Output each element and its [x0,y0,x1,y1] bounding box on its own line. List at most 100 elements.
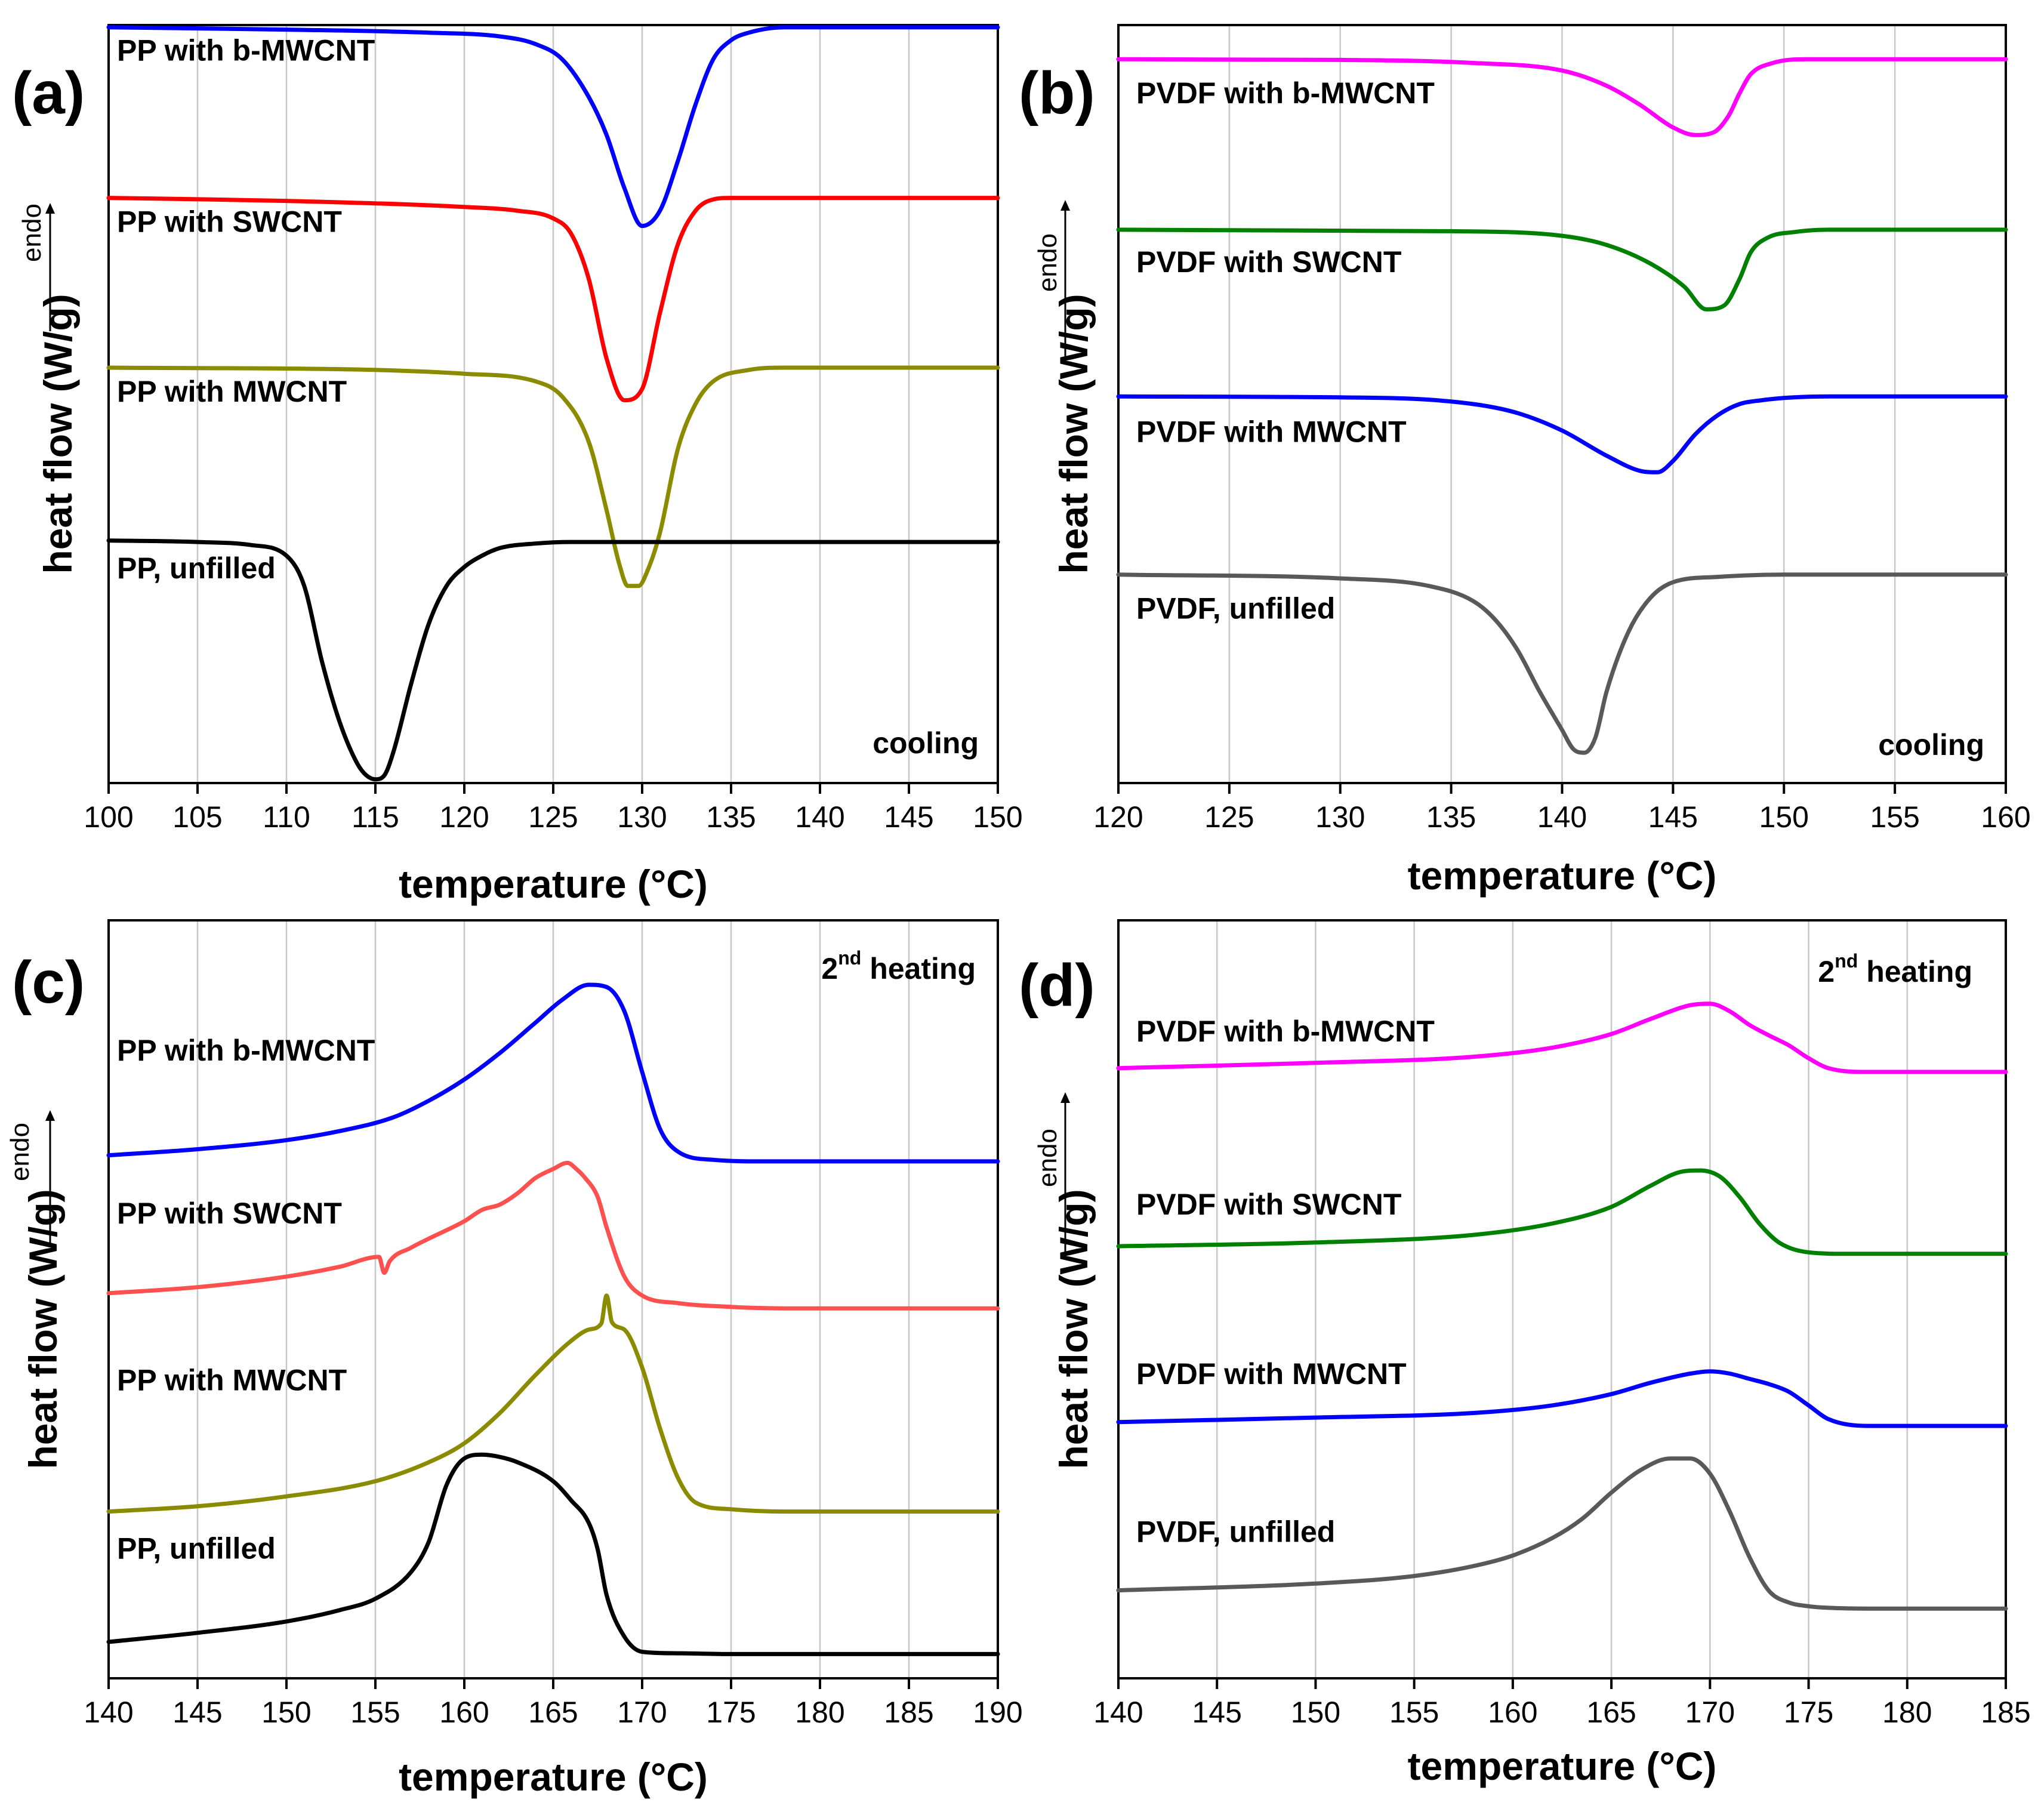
x-tick-label: 110 [263,800,310,834]
series-line-1 [1116,1001,2008,1074]
x-tick-label: 175 [706,1696,756,1729]
x-tick-label: 145 [884,800,933,834]
panel-label: (c) [12,949,85,1016]
annotation-cooling: cooling [1878,728,1984,762]
x-tick-label: 180 [795,1696,844,1729]
x-tick-label: 105 [172,800,222,834]
annotation-number: 2 [1818,955,1835,988]
x-axis-title: temperature (°C) [399,1755,708,1799]
x-tick-label: 130 [1315,800,1365,834]
series-label-3: PP with MWCNT [117,1363,347,1397]
endo-label: endo [1033,233,1062,292]
series-line-2 [1116,227,2008,312]
x-tick-label: 160 [1981,800,2030,834]
series-label-4: PP, unfilled [117,551,276,585]
series-label-3: PVDF with MWCNT [1136,1357,1407,1391]
x-tick-label: 150 [973,800,1022,834]
x-tick-label: 175 [1784,1696,1833,1729]
series-line-3 [1116,394,2008,474]
annotation-number: 2 [821,952,838,985]
x-tick-label: 145 [172,1696,222,1729]
x-tick-label: 160 [439,1696,489,1729]
x-tick-label: 140 [1093,1696,1143,1729]
annotation-superscript: nd [838,947,861,969]
series-label-1: PP with b-MWCNT [117,34,375,67]
x-tick-label: 165 [528,1696,578,1729]
series-line-4 [106,538,1000,782]
endo-arrow-head-icon [45,1110,55,1121]
endo-label: endo [5,1123,35,1181]
series-line-3 [1116,1369,2008,1428]
series-line-4 [1116,1456,2008,1611]
x-tick-label: 160 [1488,1696,1537,1729]
x-tick-label: 130 [617,800,667,834]
y-axis-title: heat flow (W/g) [1052,1189,1096,1469]
series-label-4: PP, unfilled [117,1531,276,1565]
series-label-3: PP with MWCNT [117,375,347,408]
endo-label: endo [1033,1129,1062,1187]
annotation-text: heating [1858,955,1972,988]
endo-label: endo [17,204,47,262]
x-tick-label: 155 [1389,1696,1439,1729]
endo-arrow-head-icon [45,203,55,214]
series-label-2: PVDF with SWCNT [1136,1188,1401,1221]
x-tick-label: 185 [1981,1696,2030,1729]
series-label-4: PVDF, unfilled [1136,1515,1335,1548]
series-label-1: PP with b-MWCNT [117,1034,375,1067]
panel-d: 140 145 150 155 160 165 170 175 180 185 PVDF with … [1019,919,2031,1788]
panel-c: 140 145 150 155 160 165 170 175 180 185 190 PP with… [5,919,1023,1799]
panel-a: 100 105 110 115 120 125 130 135 140 145 150 PP with… [12,24,1023,906]
annotation-superscript: nd [1835,950,1858,972]
series-label-4: PVDF, unfilled [1136,591,1335,625]
x-tick-label: 140 [795,800,844,834]
x-axis-title: temperature (°C) [1408,1744,1717,1788]
y-axis-title: heat flow (W/g) [36,294,80,574]
endo-arrow-head-icon [1060,1092,1070,1103]
x-tick-label: 140 [84,1696,133,1729]
x-tick-label: 150 [1291,1696,1340,1729]
x-tick-label: 115 [352,800,399,834]
x-tick-label: 125 [528,800,578,834]
series-line-1 [106,982,1000,1164]
x-tick-label: 140 [1537,800,1587,834]
series-line-3 [106,365,1000,588]
x-tick-label: 150 [261,1696,311,1729]
series-line-3 [106,1293,1000,1514]
series-line-1 [1116,57,2008,137]
annotation-text: heating [861,952,976,985]
series-label-2: PVDF with SWCNT [1136,245,1401,279]
x-tick-label: 150 [1759,800,1809,834]
series-line-2 [106,196,1000,403]
x-tick-label: 155 [1870,800,1919,834]
x-axis-title: temperature (°C) [1408,853,1717,898]
annotation-cooling: cooling [873,726,979,760]
x-tick-label: 145 [1648,800,1698,834]
series-line-4 [106,1452,1000,1656]
series-line-1 [106,25,1000,229]
y-axis-title: heat flow (W/g) [21,1189,65,1469]
x-tick-label: 190 [973,1696,1022,1729]
x-axis-title: temperature (°C) [399,862,708,906]
series-line-4 [1116,572,2008,755]
x-tick-label: 120 [439,800,489,834]
x-tick-label: 155 [350,1696,400,1729]
series-label-1: PVDF with b-MWCNT [1136,76,1435,110]
endo-arrow-head-icon [1060,200,1070,211]
x-tick-label: 180 [1882,1696,1932,1729]
plot-frame [1117,919,2007,1679]
y-axis-title: heat flow (W/g) [1052,294,1096,574]
annotation-heating: 2nd heating [821,947,976,985]
x-tick-label: 125 [1204,800,1254,834]
series-label-1: PVDF with b-MWCNT [1136,1015,1435,1048]
x-tick-label: 165 [1586,1696,1636,1729]
annotation-heating: 2nd heating [1818,950,1972,988]
x-tick-label: 100 [84,800,133,834]
x-tick-label: 170 [617,1696,667,1729]
series-line-2 [1116,1168,2008,1256]
x-tick-label: 135 [706,800,756,834]
panel-label: (b) [1019,60,1095,127]
x-tick-label: 145 [1192,1696,1242,1729]
x-tick-label: 120 [1093,800,1143,834]
series-line-2 [106,1160,1000,1311]
